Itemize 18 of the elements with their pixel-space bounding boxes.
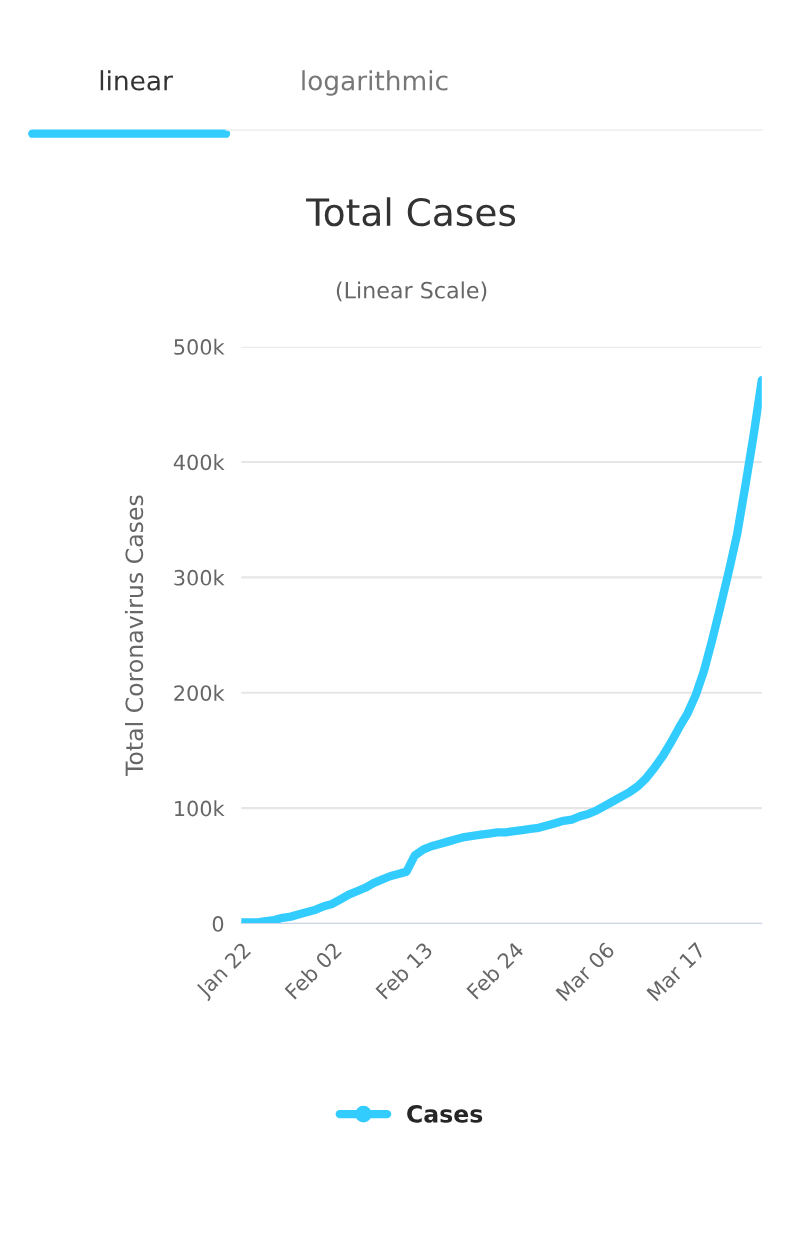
y-tick-label: 100k bbox=[175, 800, 225, 817]
legend-label: Cases bbox=[407, 1104, 483, 1123]
chart-subtitle: (Linear Scale) bbox=[336, 281, 487, 302]
x-tick-label: Jan 22 bbox=[194, 941, 254, 1002]
y-tick-label: 0 bbox=[212, 916, 224, 932]
text: logarithmic bbox=[302, 70, 448, 96]
y-tick-label: 500k bbox=[174, 338, 225, 355]
x-tick-label: Mar 06 bbox=[555, 941, 616, 1002]
y-tick-label: 300k bbox=[174, 569, 225, 586]
text: linear bbox=[100, 70, 173, 91]
x-tick-label: Mar 17 bbox=[646, 941, 706, 1002]
y-tick-label: 400k bbox=[173, 454, 225, 471]
x-tick-label: Feb 02 bbox=[284, 941, 343, 1000]
x-tick-label: Feb 24 bbox=[465, 941, 525, 1000]
y-axis-title: Total Coronavirus Cases bbox=[124, 495, 144, 777]
y-tick-label: 200k bbox=[174, 684, 225, 701]
chart-title: Total Cases bbox=[306, 197, 516, 227]
x-tick-label: Feb 13 bbox=[375, 941, 434, 1000]
